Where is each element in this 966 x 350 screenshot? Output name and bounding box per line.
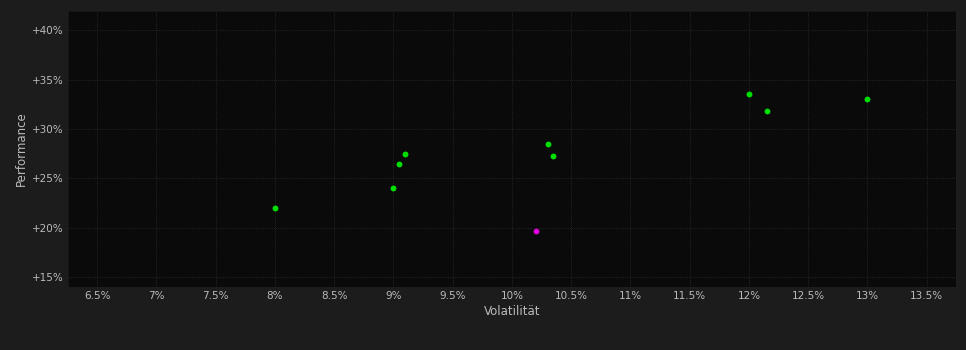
- Point: [268, 205, 283, 211]
- Point: [528, 228, 544, 233]
- Point: [385, 186, 401, 191]
- Point: [759, 108, 775, 114]
- Point: [741, 92, 756, 97]
- Point: [391, 161, 407, 166]
- Point: [540, 141, 555, 147]
- Point: [546, 153, 561, 159]
- X-axis label: Volatilität: Volatilität: [484, 305, 540, 318]
- Y-axis label: Performance: Performance: [14, 111, 28, 186]
- Point: [398, 151, 413, 156]
- Point: [860, 97, 875, 102]
